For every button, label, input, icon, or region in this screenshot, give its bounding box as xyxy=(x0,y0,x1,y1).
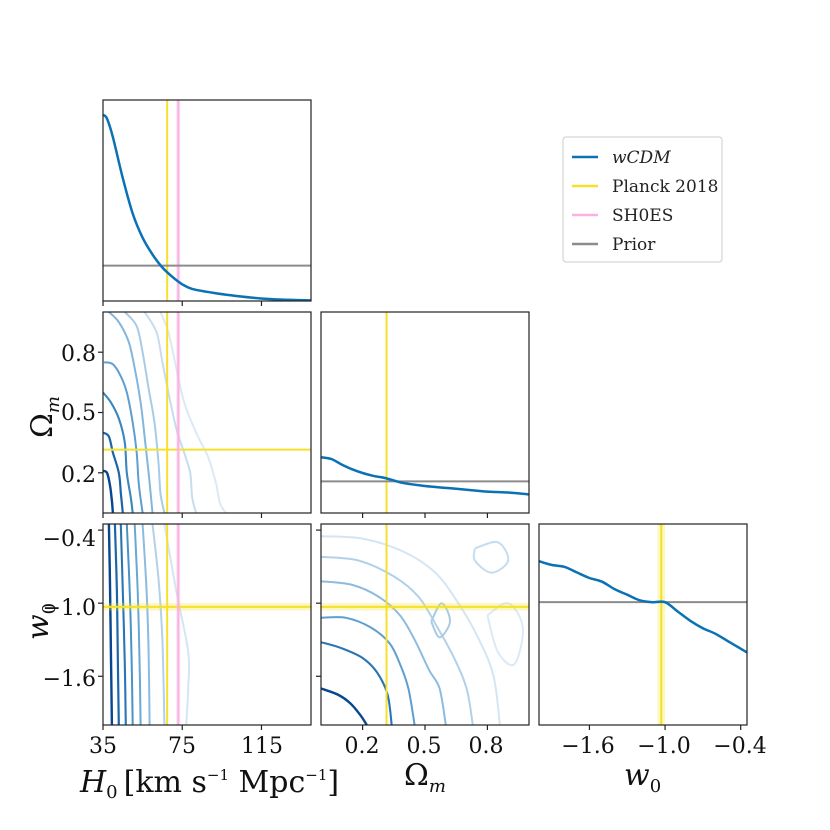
contour-level-H0_Om-5 xyxy=(124,312,166,513)
panel-contour-H0_w0 xyxy=(98,523,312,730)
posterior-curve-H0 xyxy=(103,113,311,301)
panel-marginal-H0-content xyxy=(103,100,311,301)
legend-box xyxy=(562,136,723,263)
tick-label-omy-0.8: 0.8 xyxy=(61,342,96,367)
panel-contour-H0_w0-content xyxy=(103,524,311,725)
axis-label-omega-m: Ωm xyxy=(404,758,446,797)
contour-level-H0_Om-4 xyxy=(108,312,154,513)
contour-level-Om_w0-1 xyxy=(321,641,393,725)
contour-level-Om_w0-3 xyxy=(321,580,447,725)
posterior-curve-w0 xyxy=(539,559,747,654)
tick-label-w0x-m1.0: −1.0 xyxy=(637,734,690,759)
legend: wCDM Planck 2018 SH0ES Prior xyxy=(562,136,723,263)
axis-label-h0: H0 [km s−1 Mpc−1] xyxy=(79,765,339,803)
panel-marginal-w0-content xyxy=(539,524,747,725)
contour-level-Om_w0-5 xyxy=(321,535,501,725)
contour-level-H0_w0-2 xyxy=(119,524,127,725)
contour-level-H0_w0-4 xyxy=(133,524,142,725)
panel-contour-H0_Om xyxy=(98,311,312,518)
contour-level-H0_Om-3 xyxy=(103,361,144,513)
panel-marginal-Omega_m xyxy=(320,311,530,518)
tick-label-w0y-m1.6: −1.6 xyxy=(43,667,96,692)
tick-label-om-0.2: 0.2 xyxy=(345,734,380,759)
contour-island-Om_w0-1 xyxy=(472,540,510,574)
panel-marginal-Omega_m-content xyxy=(321,312,529,513)
contour-level-H0_w0-6 xyxy=(151,524,166,725)
contour-level-H0_Om-1 xyxy=(103,431,124,513)
legend-label-shoes: SH0ES xyxy=(612,206,673,226)
tick-label-w0y-m1.0: −1.0 xyxy=(43,596,96,621)
panel-contour-H0_Om-frame xyxy=(102,311,312,514)
contour-island-Om_w0-2 xyxy=(486,602,524,667)
tick-label-h0-75: 75 xyxy=(168,734,196,759)
contour-level-H0_Om-7 xyxy=(159,312,227,513)
tick-label-w0x-m0.4: −0.4 xyxy=(713,734,766,759)
contour-level-H0_w0-0 xyxy=(107,524,114,725)
tick-label-om-0.8: 0.8 xyxy=(469,734,504,759)
tick-label-omy-0.5: 0.5 xyxy=(61,401,96,426)
tick-label-w0x-m1.6: −1.6 xyxy=(561,734,614,759)
panel-marginal-w0 xyxy=(538,523,748,730)
tick-label-h0-35: 35 xyxy=(89,734,117,759)
legend-label-wcdm: wCDM xyxy=(612,148,671,168)
tick-label-w0y-m0.4: −0.4 xyxy=(43,527,96,552)
panel-contour-Om_w0-frame xyxy=(320,523,530,726)
panel-marginal-Omega_m-frame xyxy=(320,311,530,514)
axis-label-w0-y: w0 xyxy=(21,603,60,640)
contour-level-Om_w0-2 xyxy=(321,616,416,725)
contour-level-H0_w0-3 xyxy=(125,524,134,725)
contour-level-H0_Om-6 xyxy=(143,312,198,513)
panel-contour-H0_Om-content xyxy=(103,312,311,513)
contour-level-H0_Om-2 xyxy=(103,391,134,513)
contour-level-H0_Om-0 xyxy=(103,469,115,513)
panel-marginal-w0-frame xyxy=(538,523,748,726)
panel-marginal-H0-frame xyxy=(102,99,312,302)
posterior-curve-Omega_m xyxy=(321,455,529,496)
axis-label-omega-m-y: Ωm xyxy=(25,396,64,438)
contour-level-H0_w0-1 xyxy=(113,524,120,725)
tick-label-omy-0.2: 0.2 xyxy=(61,463,96,488)
legend-label-prior: Prior xyxy=(612,235,656,255)
tick-label-om-0.5: 0.5 xyxy=(407,734,442,759)
panel-contour-Om_w0-content xyxy=(321,524,529,725)
panel-marginal-H0 xyxy=(102,99,312,306)
contour-level-H0_w0-7 xyxy=(163,524,191,725)
panel-contour-Om_w0 xyxy=(316,523,530,730)
contour-level-Om_w0-4 xyxy=(321,555,474,725)
tick-label-h0-115: 115 xyxy=(241,734,283,759)
axis-label-w0-x: w0 xyxy=(624,758,661,797)
contour-level-H0_w0-5 xyxy=(141,524,151,725)
legend-label-planck: Planck 2018 xyxy=(612,177,718,197)
panel-contour-H0_w0-frame xyxy=(102,523,312,726)
contour-level-Om_w0-0 xyxy=(321,687,368,725)
